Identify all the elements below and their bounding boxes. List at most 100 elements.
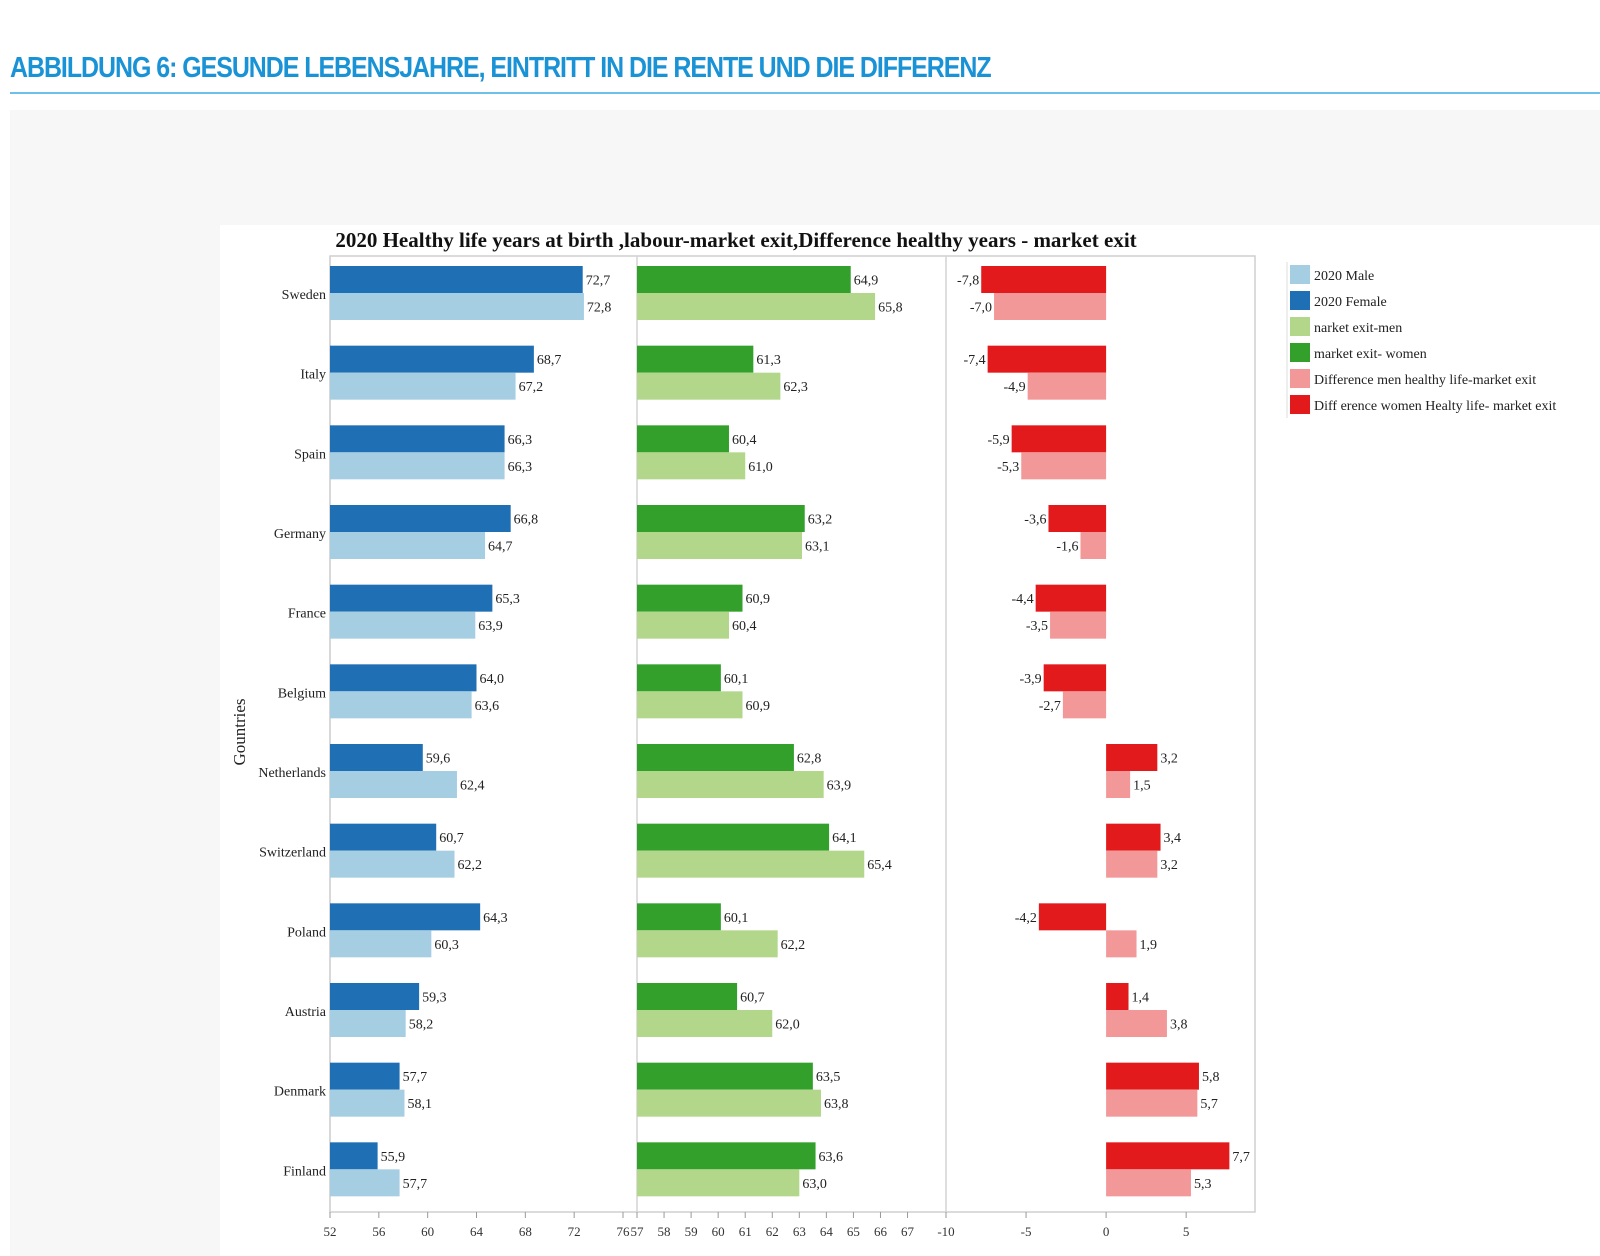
bar-labour-market-exit-market-exit-women: [637, 744, 794, 771]
bar-labour-market-exit-market-exit-women: [637, 584, 743, 612]
chart-title: 2020 Healthy life years at birth ,labour…: [335, 228, 1136, 252]
data-label: -7,0: [970, 301, 992, 316]
bar-difference-diff-erence-women-healty-life-market-exit: [1035, 584, 1107, 612]
data-label: 3,8: [1170, 1018, 1188, 1033]
legend-label: narket exit-men: [1314, 321, 1402, 336]
x-tick-label: 61: [739, 1224, 752, 1239]
data-label: 64,7: [488, 540, 513, 555]
bar-labour-market-exit-narket-exit-men: [637, 930, 778, 958]
legend-swatch: [1290, 265, 1310, 284]
bar-labour-market-exit-narket-exit-men: [637, 850, 865, 878]
x-tick-label: 0: [1103, 1224, 1110, 1239]
data-label: 65,3: [495, 592, 520, 607]
bar-difference-difference-men-healthy-life-market-exit: [1080, 532, 1107, 559]
bar-difference-difference-men-healthy-life-market-exit: [1106, 1010, 1167, 1037]
data-label: 57,7: [403, 1070, 428, 1085]
bar-difference-difference-men-healthy-life-market-exit: [1106, 771, 1131, 798]
x-tick-label: 72: [568, 1224, 581, 1239]
bar-difference-difference-men-healthy-life-market-exit: [1106, 930, 1137, 958]
x-tick-label: 5: [1183, 1224, 1190, 1239]
legend-label: market exit- women: [1314, 347, 1427, 362]
category-label: France: [288, 607, 326, 622]
bar-difference-diff-erence-women-healty-life-market-exit: [1011, 425, 1107, 453]
data-label: 65,8: [878, 301, 903, 316]
data-label: -4,9: [1003, 380, 1025, 395]
page-heading: ABBILDUNG 6: GESUNDE LEBENSJAHRE, EINTRI…: [10, 52, 992, 84]
data-label: 63,9: [478, 619, 503, 634]
x-tick-label: 65: [847, 1224, 860, 1239]
bar-difference-difference-men-healthy-life-market-exit: [1106, 850, 1158, 878]
data-label: -5,3: [997, 460, 1019, 475]
bar-labour-market-exit-narket-exit-men: [637, 1089, 821, 1117]
category-label: Poland: [287, 925, 326, 940]
category-label: Austria: [285, 1005, 327, 1020]
bar-difference-difference-men-healthy-life-market-exit: [994, 293, 1107, 320]
bar-labour-market-exit-narket-exit-men: [637, 1010, 773, 1037]
bar-labour-market-exit-narket-exit-men: [637, 691, 743, 719]
bar-difference-diff-erence-women-healty-life-market-exit: [1106, 823, 1161, 851]
data-label: 5,3: [1194, 1177, 1212, 1192]
bar-healthy-life-years-2020-male: [330, 1169, 400, 1197]
category-label: Netherlands: [258, 766, 326, 781]
bar-difference-diff-erence-women-healty-life-market-exit: [1106, 1062, 1199, 1090]
bar-healthy-life-years-2020-male: [330, 532, 486, 559]
data-label: 66,3: [508, 460, 533, 475]
data-label: 62,8: [797, 752, 822, 767]
x-tick-label: 64: [470, 1224, 484, 1239]
bar-labour-market-exit-narket-exit-men: [637, 452, 746, 480]
bar-healthy-life-years-2020-female: [330, 903, 481, 931]
bar-difference-diff-erence-women-healty-life-market-exit: [987, 345, 1107, 373]
data-label: 66,3: [508, 433, 533, 448]
y-axis-label: Gountries: [230, 698, 249, 765]
legend-item: Difference men healthy life-market exit: [1290, 369, 1536, 388]
data-label: 62,4: [460, 779, 485, 794]
x-tick-label: 64: [820, 1224, 834, 1239]
x-tick-label: 59: [685, 1224, 698, 1239]
bar-difference-difference-men-healthy-life-market-exit: [1027, 372, 1107, 400]
category-label: Germany: [274, 527, 326, 542]
bar-healthy-life-years-2020-female: [330, 823, 437, 851]
legend-label: Diff erence women Healty life- market ex…: [1314, 399, 1556, 414]
data-label: 63,6: [819, 1150, 844, 1165]
bar-labour-market-exit-narket-exit-men: [637, 771, 824, 798]
data-label: 58,2: [409, 1018, 434, 1033]
data-label: 60,9: [746, 592, 771, 607]
bar-healthy-life-years-2020-female: [330, 425, 505, 453]
data-label: 3,4: [1164, 831, 1182, 846]
data-label: 65,4: [867, 858, 892, 873]
data-label: 60,1: [724, 672, 749, 687]
bar-difference-diff-erence-women-healty-life-market-exit: [1106, 744, 1158, 771]
bar-labour-market-exit-market-exit-women: [637, 505, 805, 532]
bar-healthy-life-years-2020-female: [330, 744, 423, 771]
data-label: 63,9: [827, 779, 852, 794]
legend-swatch: [1290, 369, 1310, 388]
data-label: 1,5: [1133, 779, 1151, 794]
data-label: 63,5: [816, 1070, 841, 1085]
bar-difference-diff-erence-women-healty-life-market-exit: [1106, 983, 1129, 1010]
data-label: -4,4: [1011, 592, 1033, 607]
data-label: -3,6: [1024, 513, 1046, 528]
category-label: Italy: [300, 368, 326, 383]
data-label: 60,4: [732, 433, 757, 448]
data-label: 64,0: [480, 672, 505, 687]
data-label: -3,9: [1019, 672, 1041, 687]
data-label: -1,6: [1056, 540, 1078, 555]
bar-difference-difference-men-healthy-life-market-exit: [1050, 611, 1107, 639]
data-label: 60,7: [740, 991, 765, 1006]
bar-labour-market-exit-narket-exit-men: [637, 293, 876, 320]
legend-item: Diff erence women Healty life- market ex…: [1290, 395, 1556, 414]
bar-labour-market-exit-market-exit-women: [637, 664, 721, 692]
category-label: Belgium: [278, 686, 326, 701]
data-label: -3,5: [1026, 619, 1048, 634]
x-tick-label: -10: [937, 1224, 954, 1239]
data-label: -5,9: [987, 433, 1009, 448]
x-tick-label: 60: [421, 1224, 434, 1239]
bar-difference-difference-men-healthy-life-market-exit: [1021, 452, 1107, 480]
bar-healthy-life-years-2020-male: [330, 452, 505, 480]
data-label: 60,1: [724, 911, 749, 926]
bar-difference-difference-men-healthy-life-market-exit: [1106, 1089, 1198, 1117]
data-label: 60,4: [732, 619, 757, 634]
legend-label: 2020 Female: [1314, 295, 1387, 310]
x-tick-label: -5: [1021, 1224, 1032, 1239]
bar-labour-market-exit-narket-exit-men: [637, 532, 803, 559]
